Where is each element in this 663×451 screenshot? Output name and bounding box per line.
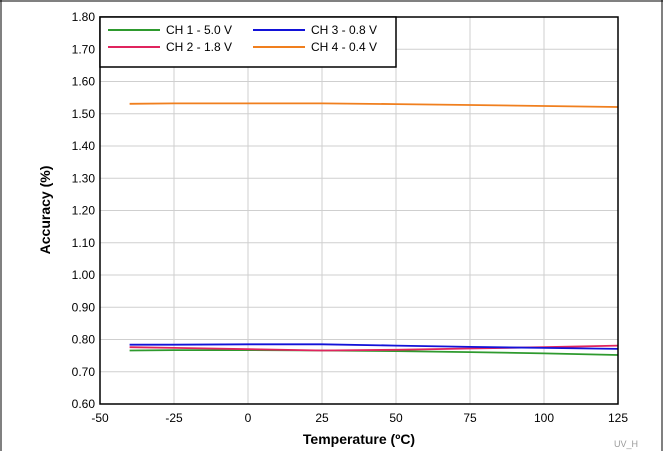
y-tick-label: 1.70 bbox=[72, 42, 96, 56]
y-tick-label: 1.30 bbox=[72, 171, 96, 185]
x-tick-label: -50 bbox=[91, 411, 109, 425]
x-axis-tick-labels: -50 -25 0 25 50 75 100 125 bbox=[91, 411, 628, 425]
grid-lines bbox=[99, 16, 619, 405]
y-tick-label: 1.50 bbox=[72, 107, 96, 121]
y-tick-label: 1.00 bbox=[72, 268, 96, 282]
y-tick-label: 1.60 bbox=[72, 75, 96, 89]
series-line-ch3 bbox=[129, 343, 619, 350]
x-tick-label: 0 bbox=[245, 411, 252, 425]
legend-label: CH 3 - 0.8 V bbox=[311, 23, 377, 37]
x-tick-label: 75 bbox=[463, 411, 477, 425]
y-axis-tick-labels: 0.60 0.70 0.80 0.90 1.00 1.10 1.20 1.30 1.40 1.50… bbox=[72, 10, 96, 411]
y-tick-label: 1.80 bbox=[72, 10, 96, 24]
y-tick-label: 1.40 bbox=[72, 139, 96, 153]
legend-label: CH 4 - 0.4 V bbox=[311, 40, 377, 54]
legend: CH 1 - 5.0 V CH 2 - 1.8 V CH 3 - 0.8 V CH 4… bbox=[99, 16, 397, 68]
figure-code-footnote: UV_H bbox=[614, 439, 638, 449]
legend-label: CH 2 - 1.8 V bbox=[166, 40, 232, 54]
y-tick-label: 0.80 bbox=[72, 333, 96, 347]
x-tick-label: 50 bbox=[389, 411, 403, 425]
data-series bbox=[129, 102, 619, 356]
legend-label: CH 1 - 5.0 V bbox=[166, 23, 232, 37]
y-tick-label: 1.10 bbox=[72, 236, 96, 250]
y-tick-label: 0.70 bbox=[72, 365, 96, 379]
x-tick-label: 125 bbox=[608, 411, 628, 425]
y-axis-title: Accuracy (%) bbox=[37, 166, 53, 255]
y-tick-label: 0.90 bbox=[72, 300, 96, 314]
legend-box bbox=[99, 16, 397, 68]
x-axis-title: Temperature (ºC) bbox=[303, 431, 415, 447]
x-tick-label: -25 bbox=[165, 411, 183, 425]
y-tick-label: 1.20 bbox=[72, 204, 96, 218]
x-tick-label: 25 bbox=[315, 411, 329, 425]
x-tick-label: 100 bbox=[534, 411, 554, 425]
series-line-ch4 bbox=[129, 102, 619, 108]
y-tick-label: 0.60 bbox=[72, 397, 96, 411]
